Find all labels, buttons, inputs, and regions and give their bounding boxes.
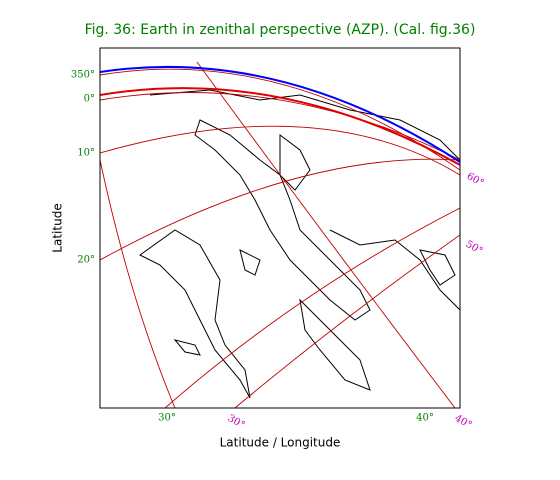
grid-line bbox=[196, 61, 456, 408]
grid-line bbox=[100, 125, 460, 176]
bottom-tick-label: 40° bbox=[416, 413, 434, 424]
right-tick-label: 40° bbox=[453, 413, 474, 431]
left-tick-label: 350° bbox=[71, 70, 95, 81]
grid-line bbox=[100, 158, 460, 261]
coastline bbox=[194, 119, 371, 321]
zero-latitude bbox=[100, 87, 460, 166]
left-tick-label: 20° bbox=[77, 255, 95, 266]
grid-line bbox=[234, 234, 460, 408]
y-axis-label: Latitude bbox=[51, 203, 65, 252]
grid-line bbox=[164, 207, 460, 408]
coastline bbox=[149, 89, 460, 391]
grid-line bbox=[100, 68, 460, 171]
plot-area bbox=[99, 47, 461, 409]
x-axis-label: Latitude / Longitude bbox=[220, 436, 341, 450]
chart-title: Fig. 36: Earth in zenithal perspective (… bbox=[85, 22, 476, 38]
coastline bbox=[139, 229, 251, 399]
right-tick-label: 50° bbox=[464, 239, 485, 257]
right-tick-label: 60° bbox=[465, 171, 486, 189]
bottom-tick-label: 30° bbox=[158, 413, 176, 424]
left-tick-label: 0° bbox=[84, 94, 95, 105]
horizon bbox=[100, 65, 460, 163]
left-tick-label: 10° bbox=[77, 148, 95, 159]
grid-line bbox=[100, 92, 460, 161]
axes-frame bbox=[99, 47, 461, 409]
right-tick-label: 30° bbox=[226, 413, 247, 431]
grid-line bbox=[100, 159, 176, 408]
